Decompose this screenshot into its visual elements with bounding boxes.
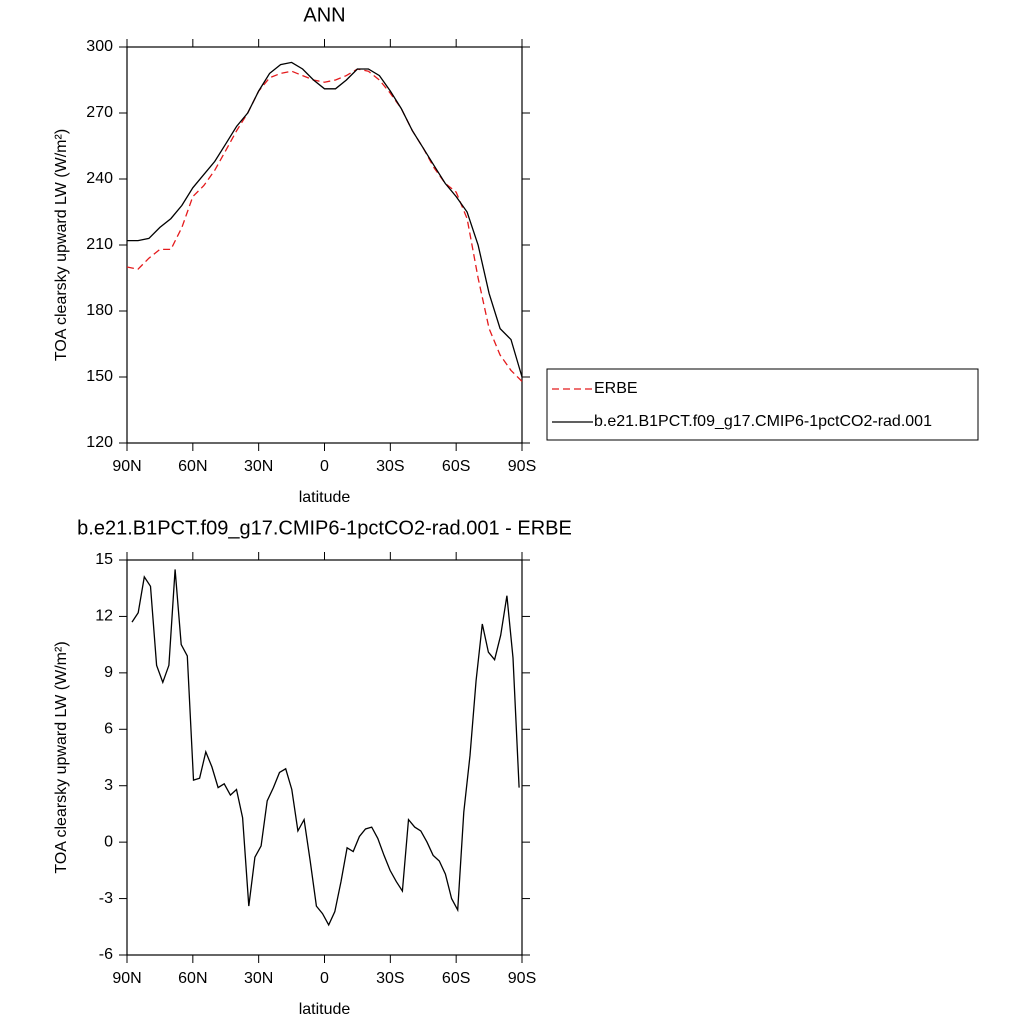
- data-line: [127, 61, 523, 378]
- y-tick-label: -6: [99, 946, 113, 963]
- x-tick-label: 30S: [376, 970, 404, 987]
- y-tick-label: 9: [104, 664, 113, 681]
- chart-title: b.e21.B1PCT.f09_g17.CMIP6-1pctCO2-rad.00…: [77, 517, 572, 539]
- plot-frame: [126, 559, 523, 956]
- x-tick-label: 30N: [244, 970, 273, 987]
- y-tick-label: -3: [99, 890, 113, 907]
- x-axis-label: latitude: [299, 489, 351, 506]
- x-tick-label: 60N: [178, 458, 207, 475]
- y-axis-label: TOA clearsky upward LW (W/m²): [53, 641, 70, 873]
- y-tick-label: 6: [104, 721, 113, 738]
- data-line: [131, 569, 520, 927]
- y-tick-label: 180: [86, 302, 113, 319]
- x-tick-label: 0: [320, 970, 329, 987]
- plot-frame: [126, 46, 523, 444]
- x-tick-label: 30S: [376, 458, 404, 475]
- y-tick-label: 120: [86, 434, 113, 451]
- x-tick-label: 0: [320, 458, 329, 475]
- x-tick-label: 90N: [112, 970, 141, 987]
- y-tick-label: 270: [86, 104, 113, 121]
- y-tick-label: 150: [86, 368, 113, 385]
- x-tick-label: 60S: [442, 970, 470, 987]
- y-tick-label: 0: [104, 833, 113, 850]
- legend: ERBE b.e21.B1PCT.f09_g17.CMIP6-1pctCO2-ra…: [546, 368, 979, 441]
- y-tick-label: 210: [86, 236, 113, 253]
- x-axis-label: latitude: [299, 1001, 351, 1018]
- x-tick-label: 60N: [178, 970, 207, 987]
- y-tick-label: 3: [104, 777, 113, 794]
- x-tick-label: 90S: [508, 458, 536, 475]
- data-line: [126, 68, 523, 382]
- legend-label: ERBE: [594, 380, 638, 397]
- y-tick-label: 15: [95, 551, 113, 568]
- x-tick-label: 90S: [508, 970, 536, 987]
- x-tick-label: 60S: [442, 458, 470, 475]
- legend-box: [546, 368, 979, 441]
- x-tick-label: 30N: [244, 458, 273, 475]
- legend-label: b.e21.B1PCT.f09_g17.CMIP6-1pctCO2-rad.00…: [594, 413, 932, 430]
- x-tick-label: 90N: [112, 458, 141, 475]
- chart-title: ANN: [303, 4, 345, 26]
- y-tick-label: 240: [86, 170, 113, 187]
- y-tick-label: 12: [95, 608, 113, 625]
- y-tick-label: 300: [86, 38, 113, 55]
- y-axis-label: TOA clearsky upward LW (W/m²): [53, 129, 70, 361]
